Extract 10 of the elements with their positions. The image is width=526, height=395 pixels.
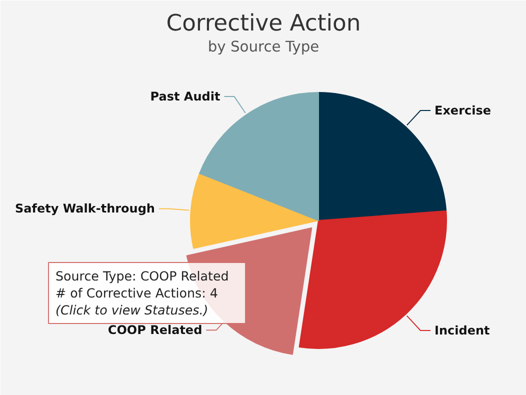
chart-title: Corrective Action <box>166 10 361 36</box>
slice-label: Incident <box>434 323 490 338</box>
slice-label: Safety Walk-through <box>15 202 155 216</box>
source-note: Source Type: COOP Related <box>56 268 229 284</box>
slice-label: Past Audit <box>150 89 220 104</box>
slice-label: COOP Related <box>108 323 202 338</box>
text: # of Corrective Actions: 4 <box>56 286 218 300</box>
chart-subtitle: by Source Type <box>208 38 320 56</box>
slice-label: Exercise <box>434 104 492 118</box>
text: (Click to view Statuses.) <box>56 302 208 318</box>
